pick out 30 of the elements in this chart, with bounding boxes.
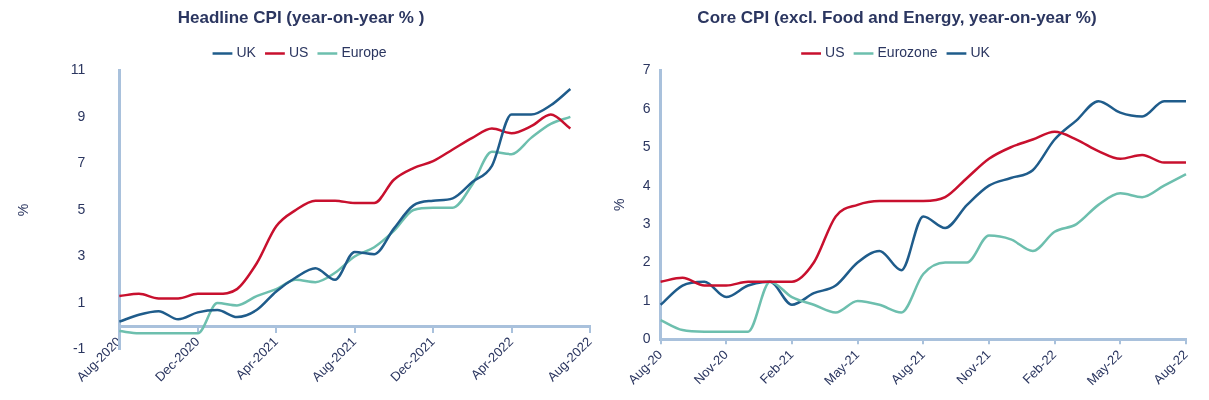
y-tick-label: 7 — [77, 154, 86, 171]
legend-label: UK — [970, 44, 991, 61]
legend-label: Eurozone — [877, 44, 938, 61]
y-tick-label: 5 — [77, 200, 86, 217]
y-axis-title: % — [611, 198, 628, 212]
y-tick-label: 3 — [642, 214, 651, 231]
legend-label: UK — [236, 44, 257, 61]
y-tick-label: 11 — [70, 61, 86, 78]
line-series — [659, 172, 1188, 333]
y-tick-label: 4 — [642, 176, 651, 193]
legend-label: US — [825, 44, 845, 61]
y-tick-label: 6 — [642, 99, 651, 116]
line-series — [659, 99, 1188, 306]
chart-title: Headline CPI (year-on-year % ) — [177, 7, 425, 27]
chart-title: Core CPI (excl. Food and Energy, year-on-year %) — [697, 7, 1097, 27]
y-tick-label: 5 — [642, 138, 651, 155]
legend-label: Europe — [341, 44, 387, 61]
y-tick-label: 3 — [77, 247, 86, 264]
line-series — [118, 113, 572, 300]
line-series — [118, 87, 572, 323]
y-tick-label: 1 — [77, 293, 86, 310]
y-tick-label: 9 — [77, 107, 86, 124]
y-axis-title: % — [15, 203, 32, 217]
y-tick-label: 0 — [642, 330, 651, 347]
y-tick-label: 7 — [642, 61, 651, 78]
y-tick-label: 2 — [642, 253, 651, 270]
line-series — [659, 130, 1188, 287]
y-tick-label: 1 — [642, 291, 651, 308]
line-series — [118, 115, 572, 335]
legend-label: US — [288, 44, 309, 61]
